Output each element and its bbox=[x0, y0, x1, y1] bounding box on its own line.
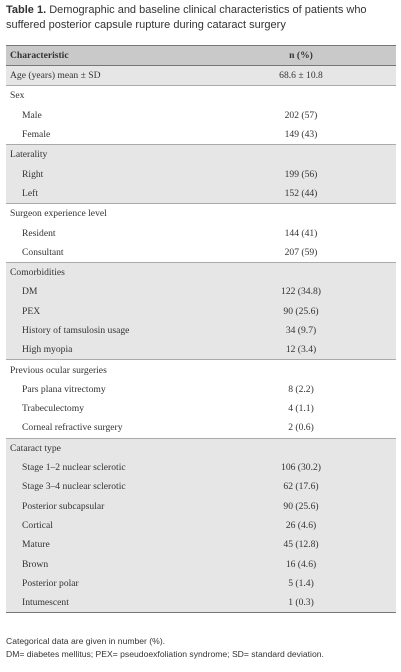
caption: Table 1. Demographic and baseline clinic… bbox=[6, 3, 396, 33]
group-row: Age (years) mean ± SD 68.6 ± 10.8 bbox=[6, 64, 396, 86]
item-label: Intumescent bbox=[6, 593, 206, 614]
item-label: PEX bbox=[6, 301, 206, 321]
item-row: Male 202 (57) bbox=[6, 106, 396, 125]
item-row: Right 199 (56) bbox=[6, 164, 396, 184]
item-label: Left bbox=[6, 183, 206, 204]
item-row: Intumescent 1 (0.3) bbox=[6, 593, 396, 614]
value-cell: 152 (44) bbox=[206, 183, 396, 204]
empty-cell bbox=[206, 437, 396, 458]
item-row: Female 149 (43) bbox=[6, 125, 396, 145]
item-row: Brown 16 (4.6) bbox=[6, 554, 396, 574]
table-body: Age (years) mean ± SD 68.6 ± 10.8 Sex Male 2… bbox=[6, 64, 396, 614]
item-label: DM bbox=[6, 282, 206, 302]
value-cell: 34 (9.7) bbox=[206, 320, 396, 341]
value-cell: 62 (17.6) bbox=[206, 477, 396, 497]
item-label: Brown bbox=[6, 554, 206, 574]
item-label: Stage 1–2 nuclear sclerotic bbox=[6, 457, 206, 478]
item-row: Mature 45 (12.8) bbox=[6, 535, 396, 555]
item-row: Pars plana vitrectomy 8 (2.2) bbox=[6, 380, 396, 399]
value-cell: 16 (4.6) bbox=[206, 554, 396, 574]
item-label: Cortical bbox=[6, 515, 206, 536]
value-cell: 199 (56) bbox=[206, 164, 396, 184]
group-row: Previous ocular surgeries bbox=[6, 359, 396, 380]
item-row: Trabeculectomy 4 (1.1) bbox=[6, 399, 396, 418]
item-label: Consultant bbox=[22, 246, 64, 258]
item-row: Resident 144 (41) bbox=[6, 223, 396, 242]
value-cell: 106 (30.2) bbox=[206, 457, 396, 478]
group-label: Age (years) mean ± SD bbox=[6, 64, 206, 86]
value-cell: 144 (41) bbox=[284, 227, 318, 239]
footnote: DM= diabetes mellitus; PEX= pseudoexfoli… bbox=[6, 649, 324, 659]
item-row: PEX 90 (25.6) bbox=[6, 301, 396, 321]
footnotes: Categorical data are given in number (%)… bbox=[6, 635, 324, 661]
header-cell: n (%) bbox=[206, 45, 396, 66]
group-label: Previous ocular surgeries bbox=[6, 359, 206, 380]
item-row: High myopia 12 (3.4) bbox=[6, 340, 396, 360]
footnote: Categorical data are given in number (%)… bbox=[6, 636, 166, 646]
item-label: High myopia bbox=[6, 340, 206, 360]
item-row: Consultant 207 (59) bbox=[6, 243, 396, 263]
item-label: Corneal refractive surgery bbox=[22, 422, 123, 434]
group-label: Cataract type bbox=[6, 437, 206, 458]
empty-cell bbox=[206, 359, 396, 380]
item-label: Stage 3–4 nuclear sclerotic bbox=[6, 477, 206, 497]
item-label: Male bbox=[22, 109, 42, 121]
table: Characteristic n (%) Age (years) mean ± … bbox=[6, 45, 396, 614]
caption-label: Table 1. bbox=[6, 4, 47, 16]
item-label: Resident bbox=[22, 227, 56, 239]
item-row: Stage 1–2 nuclear sclerotic 106 (30.2) bbox=[6, 457, 396, 478]
group-row: Cataract type bbox=[6, 437, 396, 458]
item-label: Female bbox=[22, 129, 51, 141]
item-row: Cortical 26 (4.6) bbox=[6, 515, 396, 536]
group-label: Surgeon experience level bbox=[6, 203, 206, 224]
group-row: Sex bbox=[6, 85, 396, 106]
empty-cell bbox=[206, 85, 396, 106]
item-row: History of tamsulosin usage 34 (9.7) bbox=[6, 320, 396, 341]
item-row: Posterior polar 5 (1.4) bbox=[6, 573, 396, 594]
empty-cell bbox=[206, 261, 396, 283]
item-row: Posterior subcapsular 90 (25.6) bbox=[6, 496, 396, 516]
value-cell: 90 (25.6) bbox=[206, 301, 396, 321]
value-cell: 68.6 ± 10.8 bbox=[206, 64, 396, 86]
item-label: Right bbox=[6, 164, 206, 184]
item-label: Posterior subcapsular bbox=[6, 496, 206, 516]
group-row: Laterality bbox=[6, 144, 396, 165]
item-label: Posterior polar bbox=[6, 573, 206, 594]
value-cell: 122 (34.8) bbox=[206, 282, 396, 302]
item-row: Stage 3–4 nuclear sclerotic 62 (17.6) bbox=[6, 477, 396, 497]
value-cell: 2 (0.6) bbox=[288, 422, 314, 434]
item-row: DM 122 (34.8) bbox=[6, 282, 396, 302]
value-cell: 1 (0.3) bbox=[206, 593, 396, 614]
item-label: Trabeculectomy bbox=[22, 403, 84, 415]
item-label: Mature bbox=[6, 535, 206, 555]
value-cell: 45 (12.8) bbox=[206, 535, 396, 555]
group-label: Laterality bbox=[6, 144, 206, 165]
group-row: Surgeon experience level bbox=[6, 203, 396, 224]
header-row: Characteristic n (%) bbox=[6, 45, 396, 66]
caption-text: Demographic and baseline clinical charac… bbox=[6, 4, 367, 31]
group-label: Comorbidities bbox=[6, 261, 206, 283]
empty-cell bbox=[206, 203, 396, 224]
group-label: Sex bbox=[6, 85, 206, 106]
value-cell: 90 (25.6) bbox=[206, 496, 396, 516]
value-cell: 207 (59) bbox=[284, 246, 318, 258]
value-cell: 149 (43) bbox=[284, 129, 318, 141]
group-row: Comorbidities bbox=[6, 261, 396, 283]
item-row: Left 152 (44) bbox=[6, 183, 396, 204]
value-cell: 202 (57) bbox=[284, 109, 318, 121]
value-cell: 12 (3.4) bbox=[206, 340, 396, 360]
value-cell: 8 (2.2) bbox=[288, 383, 314, 395]
header-cell: Characteristic bbox=[6, 45, 206, 66]
value-cell: 4 (1.1) bbox=[288, 403, 314, 415]
item-label: Pars plana vitrectomy bbox=[22, 383, 106, 395]
empty-cell bbox=[206, 144, 396, 165]
value-cell: 26 (4.6) bbox=[206, 515, 396, 536]
item-label: History of tamsulosin usage bbox=[6, 320, 206, 341]
item-row: Corneal refractive surgery 2 (0.6) bbox=[6, 418, 396, 438]
value-cell: 5 (1.4) bbox=[206, 573, 396, 594]
